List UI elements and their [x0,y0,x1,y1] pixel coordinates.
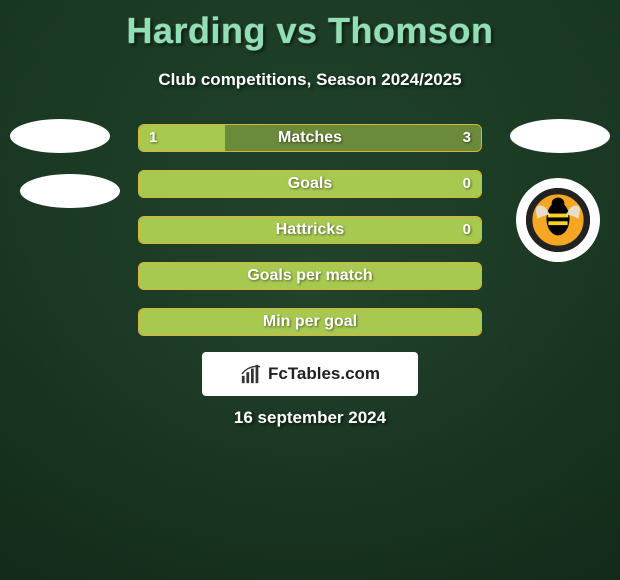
stat-value-right: 0 [463,171,471,197]
stat-label: Hattricks [139,217,481,243]
brand-text: FcTables.com [268,364,380,384]
page-subtitle: Club competitions, Season 2024/2025 [0,70,620,90]
stat-row: Matches1 3 [138,124,482,152]
stat-value-right: 3 [463,125,471,151]
page-title: Harding vs Thomson [0,0,620,52]
player2-badge-top [510,119,610,153]
stats-container: Matches13Goals0Hattricks0Goals per match… [138,124,482,354]
stat-row: Hattricks0 [138,216,482,244]
stat-value-left: 1 [149,125,157,151]
player1-badge-top [10,119,110,153]
stat-label: Goals [139,171,481,197]
stat-row: Goals per match [138,262,482,290]
chart-icon [240,363,262,385]
stat-value-right: 0 [463,217,471,243]
stat-label: Min per goal [139,309,481,335]
stat-label: Goals per match [139,263,481,289]
stat-row: Min per goal [138,308,482,336]
player1-badge-mid [20,174,120,208]
stat-label: Matches [139,125,481,151]
date-label: 16 september 2024 [0,408,620,428]
brand-footer[interactable]: FcTables.com [202,352,418,396]
player2-club-crest [516,178,600,262]
club-crest-icon [526,188,590,252]
stat-row: Goals0 [138,170,482,198]
